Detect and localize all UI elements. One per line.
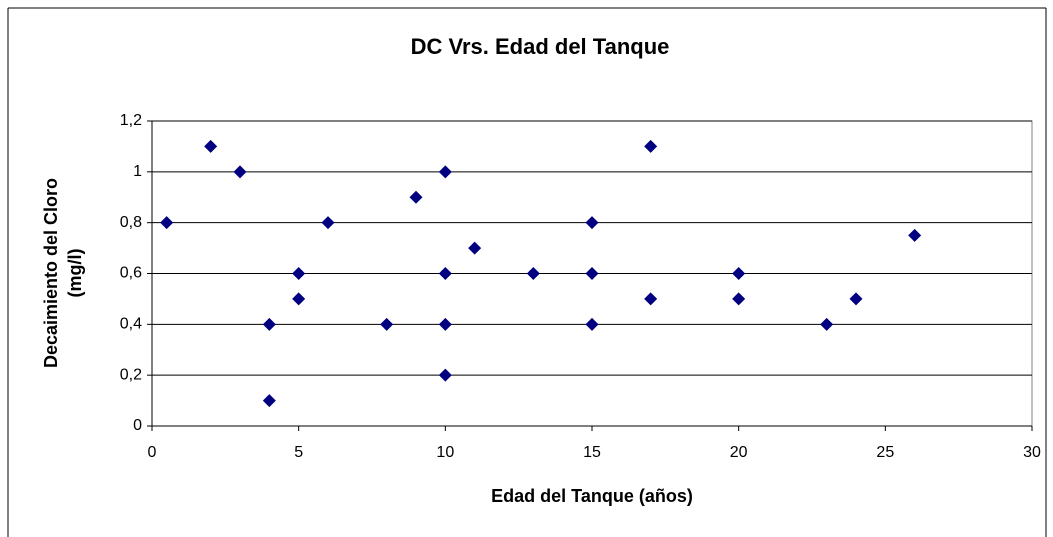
y-tick-label: 0 bbox=[133, 417, 142, 434]
y-tick-label: 0,6 bbox=[120, 265, 142, 282]
point bbox=[262, 394, 276, 408]
point bbox=[732, 267, 746, 280]
chart-title: DC Vrs. Edad del Tanque bbox=[411, 34, 670, 59]
y-tick-label: 0,4 bbox=[120, 316, 142, 333]
x-tick-label: 10 bbox=[436, 444, 454, 461]
point bbox=[160, 216, 174, 230]
x-tick-label: 0 bbox=[148, 444, 157, 461]
point bbox=[292, 267, 306, 280]
point bbox=[409, 190, 423, 204]
point bbox=[526, 267, 540, 280]
point bbox=[321, 216, 335, 230]
point bbox=[468, 241, 482, 255]
y-tick-label: 0,8 bbox=[120, 214, 142, 231]
y-tick-label: 0,2 bbox=[120, 366, 142, 383]
y-axis-label: (mg/l) bbox=[65, 249, 85, 298]
point bbox=[438, 317, 452, 331]
y-axis-label: Decaimiento del Cloro bbox=[41, 178, 61, 368]
x-axis-label: Edad del Tanque (años) bbox=[491, 486, 693, 506]
y-tick-label: 1 bbox=[133, 163, 142, 180]
point bbox=[644, 139, 658, 153]
point bbox=[438, 165, 452, 179]
x-tick-label: 20 bbox=[730, 444, 748, 461]
point bbox=[380, 317, 394, 331]
point bbox=[438, 368, 452, 382]
point bbox=[233, 165, 247, 179]
point bbox=[204, 139, 218, 153]
x-tick-label: 5 bbox=[294, 444, 303, 461]
point bbox=[849, 292, 863, 306]
point bbox=[908, 228, 922, 242]
point bbox=[732, 292, 746, 306]
point bbox=[644, 292, 658, 306]
point bbox=[585, 267, 599, 280]
point bbox=[585, 317, 599, 331]
y-tick-label: 1,2 bbox=[120, 112, 142, 129]
point bbox=[820, 317, 834, 331]
point bbox=[292, 292, 306, 306]
x-tick-label: 25 bbox=[876, 444, 894, 461]
x-tick-label: 30 bbox=[1023, 444, 1041, 461]
point bbox=[585, 216, 599, 230]
point bbox=[438, 267, 452, 280]
point bbox=[262, 317, 276, 331]
x-tick-label: 15 bbox=[583, 444, 601, 461]
